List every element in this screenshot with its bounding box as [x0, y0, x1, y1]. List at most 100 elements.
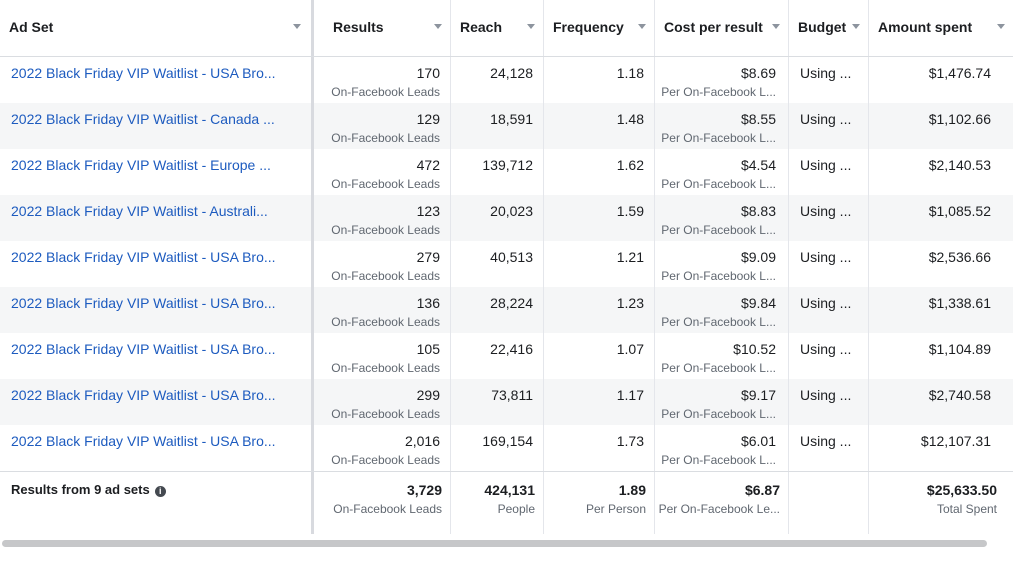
sort-caret-icon[interactable]: [434, 24, 442, 29]
reach-value: 169,154: [482, 433, 533, 449]
results-unit: On-Facebook Leads: [331, 407, 440, 421]
budget-cell: Using ...: [789, 241, 869, 287]
table-row[interactable]: 2022 Black Friday VIP Waitlist - Canada …: [0, 103, 1013, 149]
cost-per-result-cell: $4.54 Per On-Facebook L...: [655, 149, 789, 195]
ad-set-name-link[interactable]: 2022 Black Friday VIP Waitlist - Canada …: [11, 111, 275, 127]
summary-cost-cell: $6.87 Per On-Facebook Le...: [655, 472, 789, 534]
sort-caret-icon[interactable]: [293, 24, 301, 29]
frequency-cell: 1.07: [544, 333, 655, 379]
ad-set-name-link[interactable]: 2022 Black Friday VIP Waitlist - USA Bro…: [11, 295, 276, 311]
summary-frequency-unit: Per Person: [585, 502, 646, 516]
results-unit: On-Facebook Leads: [331, 85, 440, 99]
ad-set-name-link[interactable]: 2022 Black Friday VIP Waitlist - USA Bro…: [11, 433, 276, 449]
budget-cell: Using ...: [789, 287, 869, 333]
amount-spent-value: $1,102.66: [928, 111, 991, 127]
results-cell: 170 On-Facebook Leads: [314, 57, 451, 103]
ad-set-name-link[interactable]: 2022 Black Friday VIP Waitlist - Europe …: [11, 157, 271, 173]
cost-per-result-unit: Per On-Facebook L...: [661, 453, 776, 467]
results-value: 299: [416, 387, 440, 403]
ad-set-name-link[interactable]: 2022 Black Friday VIP Waitlist - USA Bro…: [11, 387, 276, 403]
cost-per-result-unit: Per On-Facebook L...: [661, 269, 776, 283]
amount-spent-value: $12,107.31: [920, 433, 991, 449]
table-row[interactable]: 2022 Black Friday VIP Waitlist - Europe …: [0, 149, 1013, 195]
summary-cost-unit: Per On-Facebook Le...: [658, 502, 780, 516]
column-header-budget[interactable]: Budget: [789, 0, 869, 56]
reach-value: 73,811: [491, 387, 533, 403]
info-icon[interactable]: i: [154, 486, 166, 497]
summary-budget-cell: [789, 472, 869, 534]
ad-set-name-cell: 2022 Black Friday VIP Waitlist - Europe …: [0, 149, 314, 195]
budget-value: Using ...: [800, 157, 852, 173]
budget-cell: Using ...: [789, 57, 869, 103]
cost-per-result-value: $9.17: [740, 387, 776, 403]
reach-value: 139,712: [482, 157, 533, 173]
table-row[interactable]: 2022 Black Friday VIP Waitlist - USA Bro…: [0, 379, 1013, 425]
ad-set-name-cell: 2022 Black Friday VIP Waitlist - USA Bro…: [0, 287, 314, 333]
cost-per-result-cell: $6.01 Per On-Facebook L...: [655, 425, 789, 471]
budget-cell: Using ...: [789, 425, 869, 471]
table-row[interactable]: 2022 Black Friday VIP Waitlist - Austral…: [0, 195, 1013, 241]
frequency-value: 1.59: [616, 203, 644, 219]
summary-spent-value: $25,633.50: [926, 482, 997, 498]
results-value: 170: [416, 65, 440, 81]
column-header-label: Ad Set: [9, 19, 54, 35]
reach-cell: 169,154: [451, 425, 544, 471]
column-header-reach[interactable]: Reach: [451, 0, 544, 56]
ad-set-name-cell: 2022 Black Friday VIP Waitlist - USA Bro…: [0, 333, 314, 379]
ad-set-name-link[interactable]: 2022 Black Friday VIP Waitlist - Austral…: [11, 203, 268, 219]
summary-reach-value: 424,131: [484, 482, 535, 498]
ad-set-name-cell: 2022 Black Friday VIP Waitlist - Austral…: [0, 195, 314, 241]
frequency-value: 1.21: [616, 249, 644, 265]
cost-per-result-unit: Per On-Facebook L...: [661, 407, 776, 421]
frequency-value: 1.23: [616, 295, 644, 311]
table-row[interactable]: 2022 Black Friday VIP Waitlist - USA Bro…: [0, 57, 1013, 103]
column-header-frequency[interactable]: Frequency: [544, 0, 655, 56]
table-row[interactable]: 2022 Black Friday VIP Waitlist - USA Bro…: [0, 425, 1013, 471]
table-row[interactable]: 2022 Black Friday VIP Waitlist - USA Bro…: [0, 287, 1013, 333]
column-header-cost-per-result[interactable]: Cost per result: [655, 0, 789, 56]
budget-cell: Using ...: [789, 379, 869, 425]
results-unit: On-Facebook Leads: [331, 453, 440, 467]
table-summary-row: Results from 9 ad sets i 3,729 On-Faceboo…: [0, 471, 1013, 534]
column-header-label: Frequency: [553, 19, 624, 35]
ad-set-name-link[interactable]: 2022 Black Friday VIP Waitlist - USA Bro…: [11, 65, 276, 81]
table-row[interactable]: 2022 Black Friday VIP Waitlist - USA Bro…: [0, 333, 1013, 379]
results-cell: 136 On-Facebook Leads: [314, 287, 451, 333]
sort-caret-icon[interactable]: [852, 24, 860, 29]
reach-cell: 20,023: [451, 195, 544, 241]
amount-spent-value: $2,140.53: [928, 157, 991, 173]
column-header-results[interactable]: Results: [314, 0, 451, 56]
cost-per-result-unit: Per On-Facebook L...: [661, 177, 776, 191]
cost-per-result-cell: $9.84 Per On-Facebook L...: [655, 287, 789, 333]
sort-caret-icon[interactable]: [772, 24, 780, 29]
column-header-amount-spent[interactable]: Amount spent: [869, 0, 1013, 56]
amount-spent-cell: $1,085.52: [869, 195, 1013, 241]
cost-per-result-value: $8.69: [740, 65, 776, 81]
frequency-value: 1.62: [616, 157, 644, 173]
frequency-cell: 1.23: [544, 287, 655, 333]
ad-set-name-cell: 2022 Black Friday VIP Waitlist - USA Bro…: [0, 425, 314, 471]
budget-cell: Using ...: [789, 103, 869, 149]
column-header-ad-set[interactable]: Ad Set: [0, 0, 314, 56]
cost-per-result-cell: $9.09 Per On-Facebook L...: [655, 241, 789, 287]
reach-value: 24,128: [490, 65, 533, 81]
ad-sets-table: Ad Set Results Reach Frequency Cost per …: [0, 0, 1013, 534]
ad-set-name-link[interactable]: 2022 Black Friday VIP Waitlist - USA Bro…: [11, 249, 276, 265]
results-unit: On-Facebook Leads: [331, 131, 440, 145]
horizontal-scrollbar-thumb[interactable]: [2, 540, 987, 547]
ad-set-name-cell: 2022 Black Friday VIP Waitlist - USA Bro…: [0, 57, 314, 103]
cost-per-result-value: $9.84: [740, 295, 776, 311]
frequency-value: 1.48: [616, 111, 644, 127]
table-row[interactable]: 2022 Black Friday VIP Waitlist - USA Bro…: [0, 241, 1013, 287]
sort-caret-icon[interactable]: [997, 24, 1005, 29]
budget-value: Using ...: [800, 387, 852, 403]
results-unit: On-Facebook Leads: [331, 177, 440, 191]
results-value: 105: [416, 341, 440, 357]
ad-set-name-link[interactable]: 2022 Black Friday VIP Waitlist - USA Bro…: [11, 341, 276, 357]
reach-value: 28,224: [490, 295, 533, 311]
sort-caret-icon[interactable]: [638, 24, 646, 29]
cost-per-result-value: $10.52: [733, 341, 776, 357]
frequency-cell: 1.48: [544, 103, 655, 149]
sort-caret-icon[interactable]: [527, 24, 535, 29]
results-cell: 472 On-Facebook Leads: [314, 149, 451, 195]
